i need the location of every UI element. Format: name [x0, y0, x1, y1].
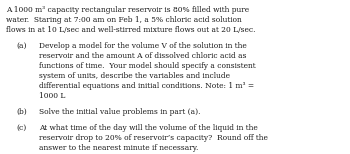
- Text: differential equations and initial conditions. Note: 1 m³ =: differential equations and initial condi…: [39, 82, 254, 90]
- Text: 1000 L: 1000 L: [39, 92, 65, 100]
- Text: (a): (a): [17, 42, 27, 50]
- Text: Solve the initial value problems in part (a).: Solve the initial value problems in part…: [39, 108, 201, 116]
- Text: flows in at 10 L/sec and well-stirred mixture flows out at 20 L/sec.: flows in at 10 L/sec and well-stirred mi…: [6, 26, 255, 34]
- Text: A 1000 m³ capacity rectangular reservoir is 80% filled with pure: A 1000 m³ capacity rectangular reservoir…: [6, 6, 249, 14]
- Text: functions of time.  Your model should specify a consistent: functions of time. Your model should spe…: [39, 62, 256, 70]
- Text: reservoir and the amount A of dissolved chloric acid as: reservoir and the amount A of dissolved …: [39, 52, 246, 60]
- Text: system of units, describe the variables and include: system of units, describe the variables …: [39, 72, 230, 80]
- Text: reservoir drop to 20% of reservoir’s capacity?  Round off the: reservoir drop to 20% of reservoir’s cap…: [39, 134, 268, 142]
- Text: (b): (b): [17, 108, 27, 116]
- Text: At what time of the day will the volume of the liquid in the: At what time of the day will the volume …: [39, 124, 258, 132]
- Text: water.  Staring at 7:00 am on Feb 1, a 5% chloric acid solution: water. Staring at 7:00 am on Feb 1, a 5%…: [6, 16, 241, 24]
- Text: (c): (c): [17, 124, 27, 132]
- Text: answer to the nearest minute if necessary.: answer to the nearest minute if necessar…: [39, 144, 198, 152]
- Text: Develop a model for the volume V of the solution in the: Develop a model for the volume V of the …: [39, 42, 247, 50]
